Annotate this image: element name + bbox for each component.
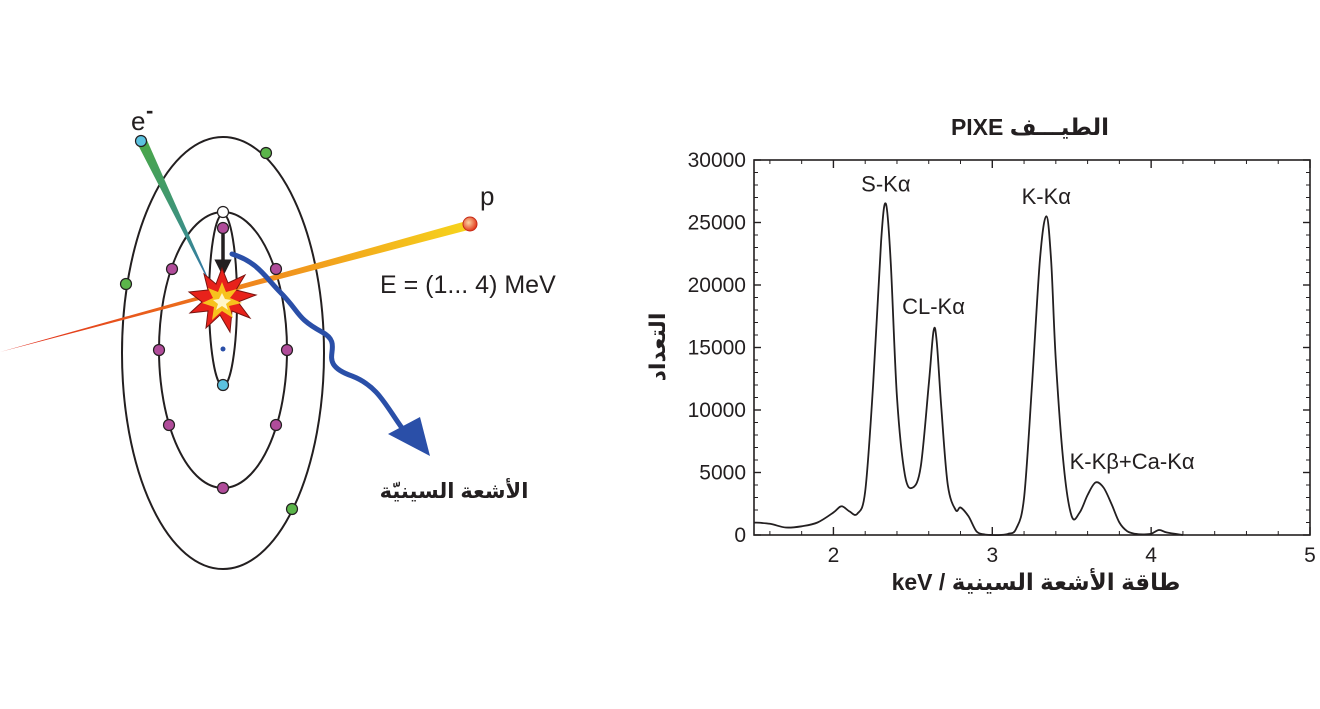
y-tick-label: 20000 — [688, 274, 746, 297]
y-tick-label: 0 — [734, 524, 746, 547]
y-tick-label: 15000 — [688, 337, 746, 360]
nucleus — [220, 346, 226, 352]
electron-particle — [134, 134, 148, 148]
electron-outer-1 — [259, 146, 273, 160]
y-axis-label: التعداد — [645, 313, 670, 382]
electron-outer-2 — [119, 277, 133, 291]
electron-label: e — [131, 106, 145, 136]
proton-particle — [462, 216, 478, 232]
peak-label: K-Kβ+Ca-Kα — [1070, 449, 1195, 474]
electron-mid-2 — [269, 262, 283, 276]
proton-label: p — [480, 181, 494, 211]
electron-mid-7 — [216, 481, 230, 495]
annotation-layer: S-Kα CL-Kα K-Kα K-Kβ+Ca-Kα — [861, 171, 1195, 474]
xray-arrow — [229, 251, 405, 431]
electron-mid-3 — [152, 343, 166, 357]
electron-mid-1 — [165, 262, 179, 276]
series-layer — [753, 202, 1184, 537]
y-tick-label: 25000 — [688, 212, 746, 235]
xray-label: الأشعة السينيّة — [380, 477, 529, 503]
electron-inner — [216, 378, 230, 392]
x-tick-label: 4 — [1145, 544, 1157, 567]
xray-arrowhead — [388, 417, 430, 456]
chart-title: الطيـــف PIXE — [951, 114, 1109, 140]
middle-shell-electrons — [152, 221, 294, 495]
y-axis-ticks: 0 5000 10000 15000 20000 25000 30000 — [688, 149, 1310, 547]
peak-label: CL-Kα — [902, 294, 965, 319]
y-tick-label: 10000 — [688, 399, 746, 422]
energy-label: E = (1... 4) MeV — [380, 271, 556, 299]
collision-burst — [187, 266, 258, 334]
vacancy — [216, 205, 230, 219]
spectrum-line — [753, 202, 1184, 537]
x-axis-ticks: 2 3 4 5 — [769, 160, 1316, 567]
x-tick-label: 3 — [986, 544, 998, 567]
electron-mid-6 — [269, 418, 283, 432]
y-tick-label: 5000 — [699, 462, 746, 485]
electron-beam — [137, 138, 216, 296]
electron-mid-5 — [162, 418, 176, 432]
x-axis-label: طاقة الأشعة السينية / keV — [892, 567, 1181, 595]
electron-outer-3 — [285, 502, 299, 516]
outer-orbit — [121, 136, 325, 570]
outer-shell-electrons — [119, 146, 299, 516]
x-tick-label: 5 — [1304, 544, 1316, 567]
spectrum-chart: الطيـــف PIXE 0 5000 10000 15000 20000 25000 3… — [645, 114, 1316, 595]
electron-mid-8 — [216, 221, 230, 235]
plot-frame — [753, 159, 1311, 536]
peak-label: K-Kα — [1022, 184, 1072, 209]
x-tick-label: 2 — [828, 544, 840, 567]
electron-superscript: - — [146, 98, 153, 123]
peak-label: S-Kα — [861, 171, 911, 196]
atom-diagram: e - p E = (1... 4) MeV الأشعة السينيّة — [0, 98, 556, 570]
y-tick-label: 30000 — [688, 149, 746, 172]
electron-mid-4 — [280, 343, 294, 357]
